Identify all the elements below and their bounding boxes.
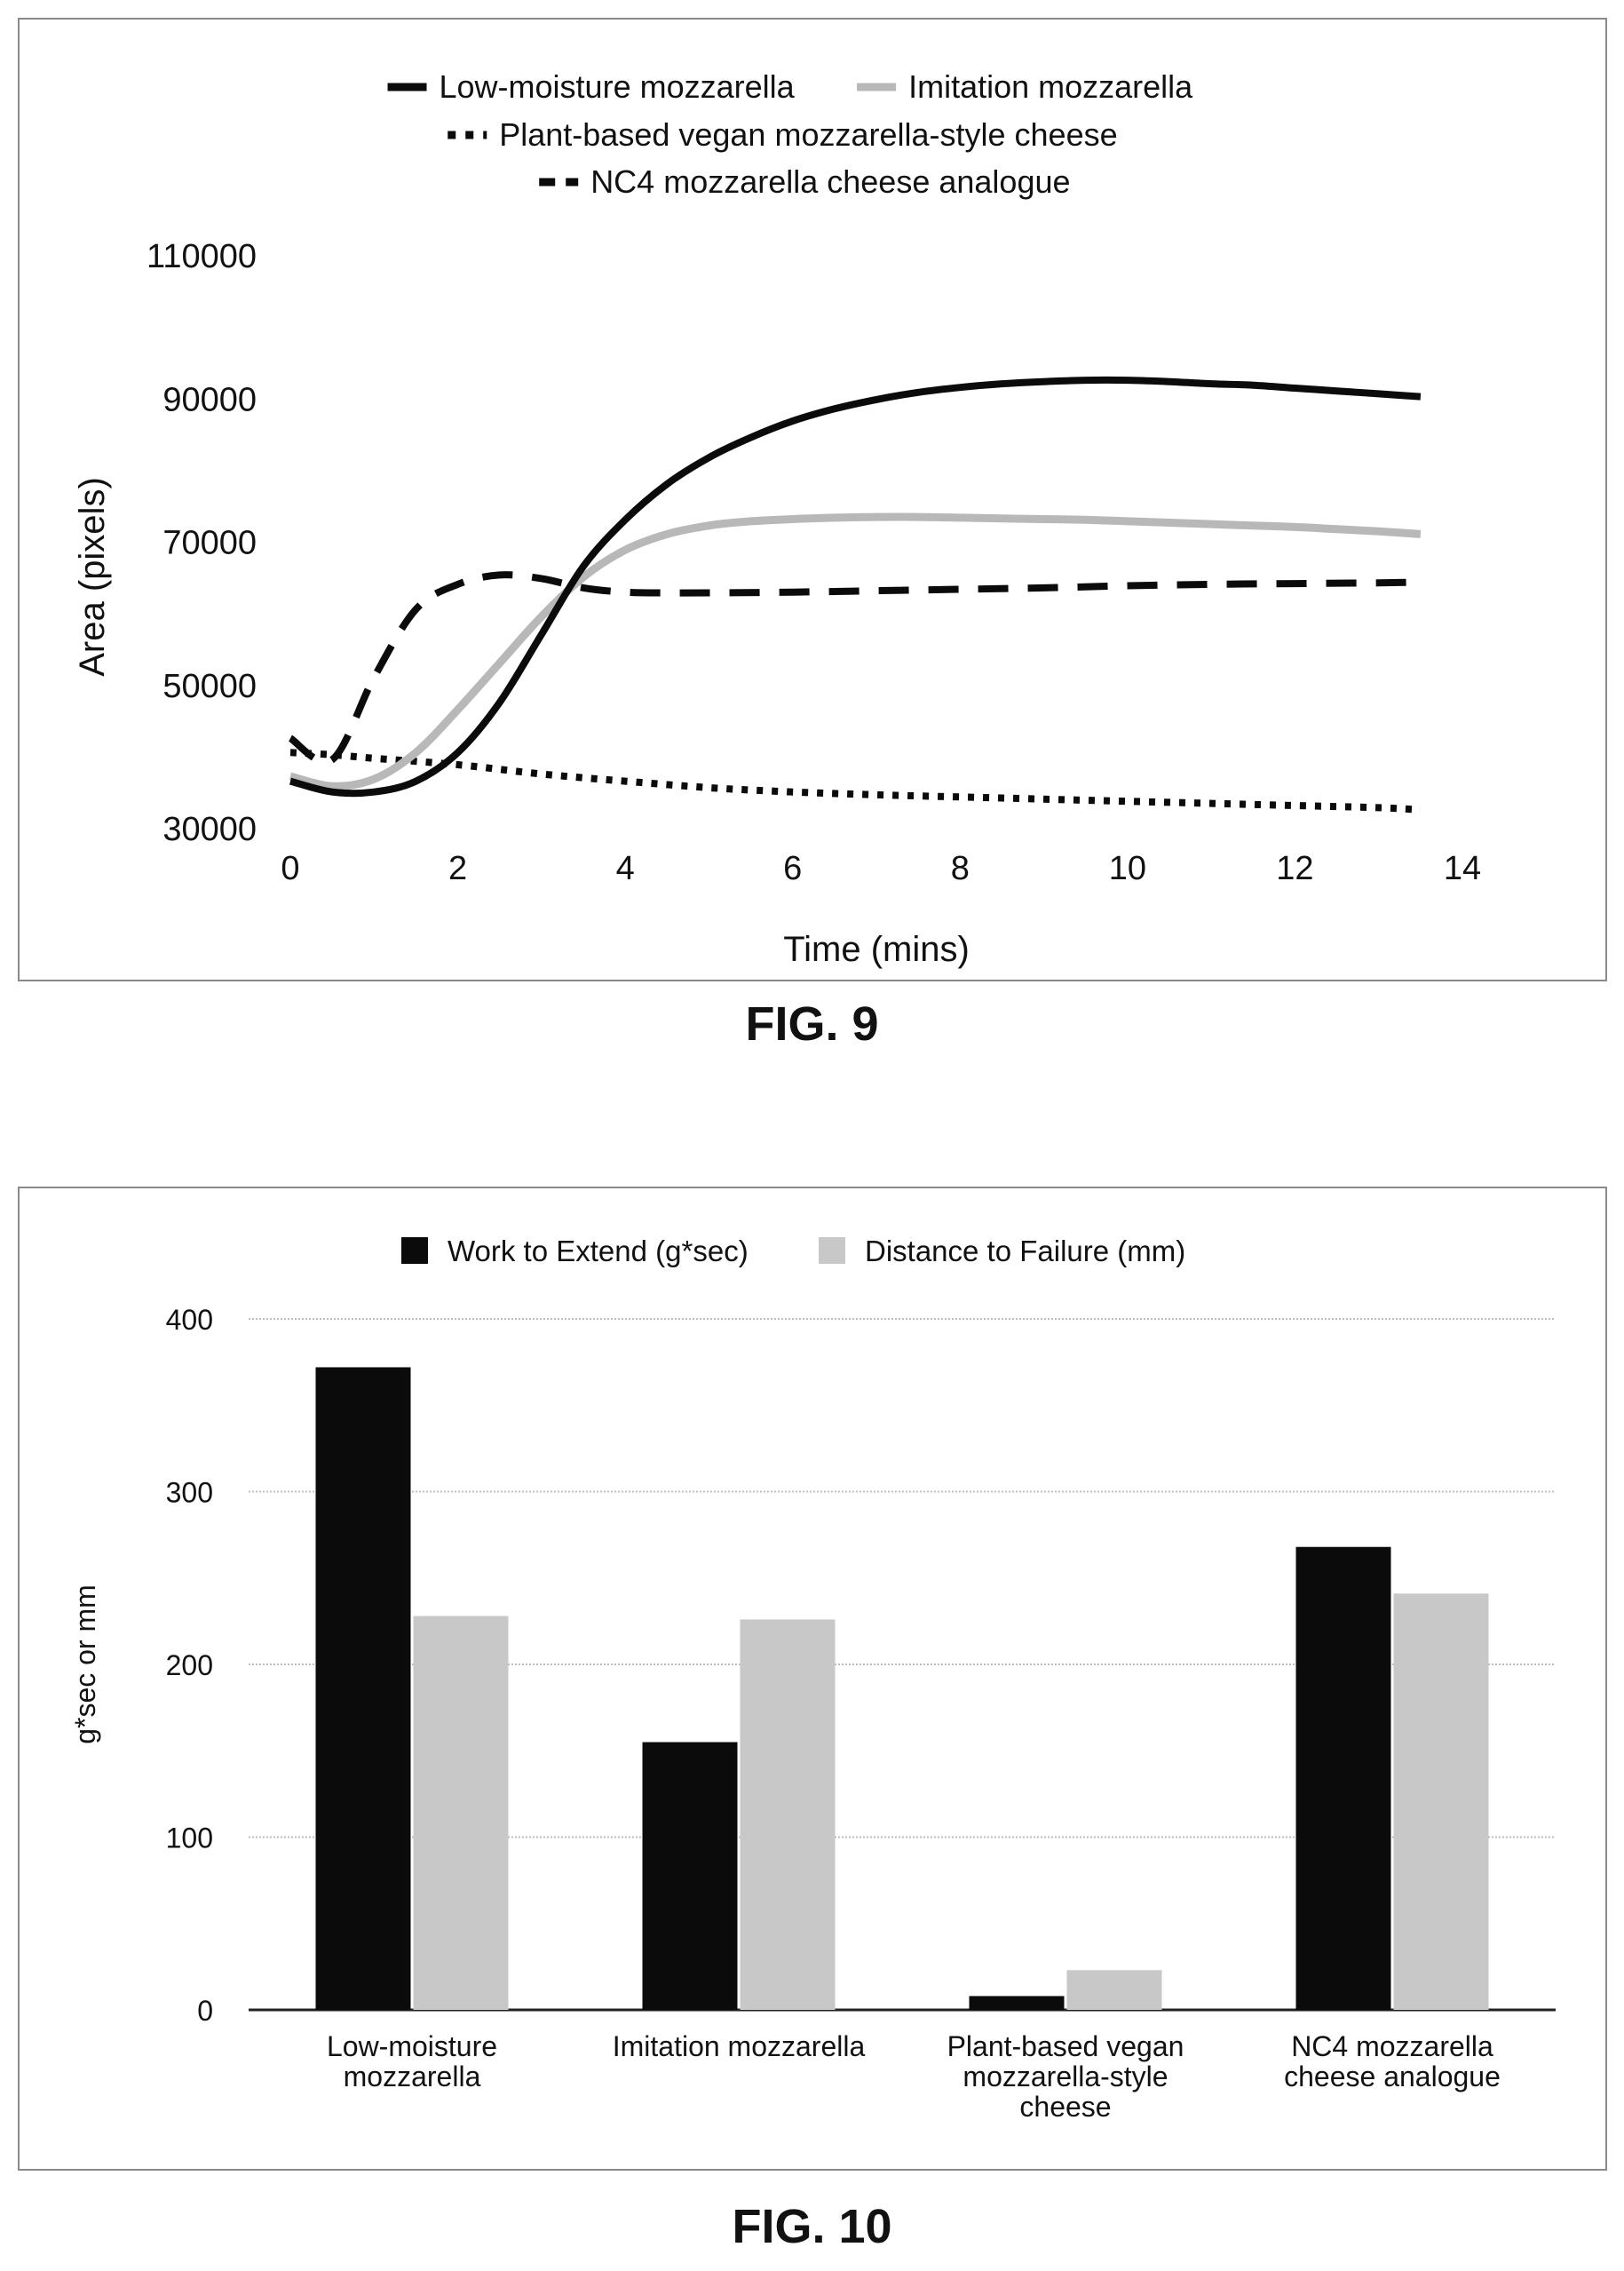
x-tick-label: Plant-based vegan [947, 2030, 1184, 2062]
bar-work-to-extend [969, 1996, 1065, 2010]
legend-label-2: Plant-based vegan mozzarella-style chees… [499, 116, 1117, 153]
x-tick-label: 14 [1444, 850, 1481, 887]
y-tick-label: 70000 [162, 525, 257, 562]
bar-chart: Work to Extend (g*sec) Distance to Failur… [69, 1235, 1556, 2123]
legend-label-0: Work to Extend (g*sec) [448, 1235, 749, 1267]
x-tick-label: 6 [783, 850, 802, 887]
bar-distance-to-failure [1393, 1593, 1489, 2010]
bar-work-to-extend [642, 1742, 738, 2010]
x-tick-label: 4 [616, 850, 635, 887]
legend-label-0: Low-moisture mozzarella [440, 68, 796, 105]
y-axis-title: g*sec or mm [69, 1584, 101, 1744]
x-tick-label: mozzarella [344, 2061, 481, 2092]
x-tick-label: Imitation mozzarella [613, 2030, 866, 2062]
figure-9-panel: Low-moisture mozzarella Imitation mozzare… [18, 18, 1607, 981]
series-line-imitation-mozzarella [289, 512, 1422, 790]
series-line-low-moisture-mozzarella [289, 376, 1422, 798]
x-tick-label: 0 [281, 850, 299, 887]
figure-10-panel: Work to Extend (g*sec) Distance to Failur… [18, 1187, 1607, 2171]
legend-label-3: NC4 mozzarella cheese analogue [590, 163, 1070, 200]
y-tick-label: 300 [166, 1477, 213, 1509]
y-tick-label: 50000 [162, 668, 257, 705]
y-tick-label: 200 [166, 1649, 213, 1681]
line-chart: Low-moisture mozzarella Imitation mozzare… [73, 68, 1481, 969]
x-tick-label: cheese [1019, 2091, 1111, 2123]
y-tick-label: 90000 [162, 381, 257, 418]
y-tick-label: 30000 [162, 811, 257, 848]
legend-label-1: Imitation mozzarella [908, 68, 1193, 105]
bar-distance-to-failure [1066, 1970, 1162, 2010]
figure-10-caption: FIG. 10 [732, 2200, 892, 2253]
bar-distance-to-failure [740, 1619, 836, 2010]
x-tick-label: cheese analogue [1284, 2061, 1501, 2092]
y-tick-label: 400 [166, 1304, 213, 1336]
bar-work-to-extend [315, 1367, 411, 2010]
figure-9-caption: FIG. 9 [745, 997, 879, 1051]
x-tick-label: NC4 mozzarella [1291, 2030, 1493, 2062]
series-line-nc4-mozzarella-cheese-analogue [288, 571, 1421, 766]
x-tick-label: 12 [1276, 850, 1313, 887]
y-axis-title: Area (pixels) [73, 477, 112, 677]
chart-legend: Low-moisture mozzarella Imitation mozzare… [387, 68, 1193, 200]
legend-swatch-1 [819, 1237, 845, 1264]
chart-legend: Work to Extend (g*sec) Distance to Failur… [401, 1235, 1185, 1267]
x-tick-label: mozzarella-style [963, 2061, 1168, 2092]
bar-distance-to-failure [413, 1616, 509, 2010]
y-tick-label: 110000 [147, 238, 257, 275]
x-tick-label: 10 [1109, 850, 1146, 887]
x-tick-label: Low-moisture [327, 2030, 497, 2062]
legend-swatch-0 [401, 1237, 428, 1264]
x-tick-label: 8 [951, 850, 970, 887]
bar-work-to-extend [1295, 1546, 1391, 2010]
x-axis-title: Time (mins) [783, 930, 970, 969]
legend-label-1: Distance to Failure (mm) [865, 1235, 1185, 1267]
y-tick-label: 100 [166, 1822, 213, 1854]
x-tick-label: 2 [448, 850, 467, 887]
y-tick-label: 0 [197, 1995, 213, 2027]
series-line-plant-based-vegan-mozzarella-style-cheese [289, 749, 1422, 814]
